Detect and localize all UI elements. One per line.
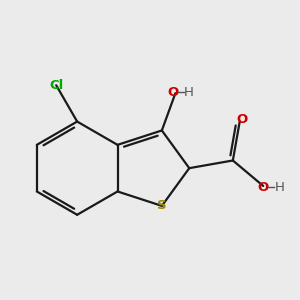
Text: O: O [258, 181, 269, 194]
Text: O: O [167, 86, 179, 99]
Text: H: H [184, 86, 194, 99]
Text: H: H [274, 181, 284, 194]
Text: O: O [236, 112, 248, 126]
Text: Cl: Cl [49, 79, 63, 92]
Text: S: S [157, 200, 167, 212]
